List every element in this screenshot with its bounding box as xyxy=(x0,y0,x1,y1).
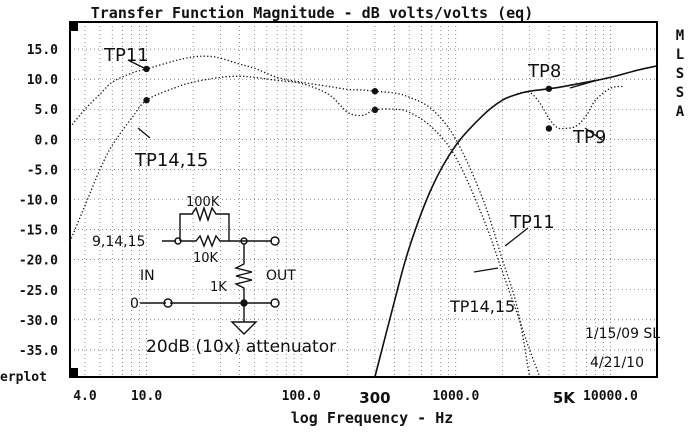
y-tick-label: -35.0 xyxy=(19,344,58,359)
ground-symbol xyxy=(230,321,258,335)
y-tick-label: 5.0 xyxy=(35,103,59,118)
bottom-left-label: erplot xyxy=(0,370,47,385)
label-date-2: 4/21/10 xyxy=(590,355,644,371)
schematic-bypass-resistor xyxy=(179,205,230,241)
terminal-out-top xyxy=(270,236,280,246)
label-1k: 1K xyxy=(210,280,227,295)
y-tick-label: -15.0 xyxy=(19,224,58,239)
y-tick-label: 10.0 xyxy=(27,73,58,88)
y-tick-label: 0.0 xyxy=(35,133,59,148)
terminal-out-bottom xyxy=(270,298,280,308)
y-tick-label: -25.0 xyxy=(19,284,58,299)
right-axis-letter: A xyxy=(676,104,685,120)
label-zero-node: 0 xyxy=(130,296,139,312)
plot-frame xyxy=(69,21,658,378)
frame-corner-mark-top xyxy=(70,22,78,31)
annotation-tp11-right: TP11 xyxy=(509,212,555,233)
node-out xyxy=(240,237,248,245)
x-tick-label: 100.0 xyxy=(282,389,321,404)
series-line-tp14-15 xyxy=(69,75,541,378)
schematic-shunt-resistor xyxy=(233,244,253,322)
schematic-labels: 100K 10K 9,14,15 IN OUT 1K 0 20dB (10x) … xyxy=(92,195,660,371)
series-line-tp8 xyxy=(374,65,658,378)
data-marker xyxy=(371,87,379,95)
chart-title: Transfer Function Magnitude - dB volts/v… xyxy=(91,4,534,22)
label-out: OUT xyxy=(266,268,296,284)
grid-lines xyxy=(70,22,657,377)
series-line-tp9 xyxy=(517,85,623,130)
x-axis-label: log Frequency - Hz xyxy=(291,409,454,427)
right-axis-letter: M xyxy=(676,28,684,44)
y-tick-label: -30.0 xyxy=(19,314,58,329)
data-marker xyxy=(545,125,553,132)
right-axis-letter: L xyxy=(676,47,684,63)
x-tick-label: 300 xyxy=(359,389,390,407)
y-tick-label: -20.0 xyxy=(19,254,58,269)
x-tick-label: 5K xyxy=(553,389,576,407)
terminal-in-bottom xyxy=(163,298,173,308)
frame-corner-mark-bottom xyxy=(70,368,78,377)
schematic-top-wire xyxy=(162,234,272,248)
y-tick-label: 15.0 xyxy=(27,43,58,58)
data-marker xyxy=(371,106,379,114)
x-tick-label: 10.0 xyxy=(131,389,162,404)
data-marker xyxy=(143,97,150,104)
axis-tick-labels: 15.0 10.0 5.0 0.0 -5.0 -10.0 -15.0 -20.0 -25.0 -3… xyxy=(19,43,638,407)
series-lines xyxy=(69,55,658,378)
x-tick-label: 1000.0 xyxy=(432,389,479,404)
label-date-1: 1/15/09 SL xyxy=(585,326,660,342)
y-tick-label: -10.0 xyxy=(19,194,58,209)
label-100k: 100K xyxy=(186,195,220,210)
right-axis-letter: S xyxy=(676,85,684,101)
annotation-pointers xyxy=(127,59,603,273)
annotation-tp9: TP9 xyxy=(572,127,606,148)
annotation-tp11-top: TP11 xyxy=(103,45,149,66)
y-tick-label: -5.0 xyxy=(27,163,58,178)
right-axis-letter: S xyxy=(676,66,684,82)
label-node-in: 9,14,15 xyxy=(92,234,145,250)
attenuator-schematic xyxy=(140,205,280,335)
node-shunt-bottom xyxy=(240,299,248,307)
x-tick-label: 10000.0 xyxy=(583,389,638,404)
label-attenuator: 20dB (10x) attenuator xyxy=(146,337,336,357)
annotation-tp8: TP8 xyxy=(527,61,561,82)
annotation-tp14-15-left: TP14,15 xyxy=(134,150,208,171)
curve-annotations: TP11 TP14,15 TP8 TP9 TP11 TP14,15 xyxy=(103,45,606,316)
node-in xyxy=(174,237,182,245)
data-marker xyxy=(545,85,553,92)
label-10k: 10K xyxy=(193,251,219,266)
series-line-tp11 xyxy=(69,55,531,378)
label-in: IN xyxy=(140,268,155,284)
x-tick-label: 4.0 xyxy=(73,389,97,404)
annotation-tp14-15-right: TP14,15 xyxy=(449,297,515,316)
